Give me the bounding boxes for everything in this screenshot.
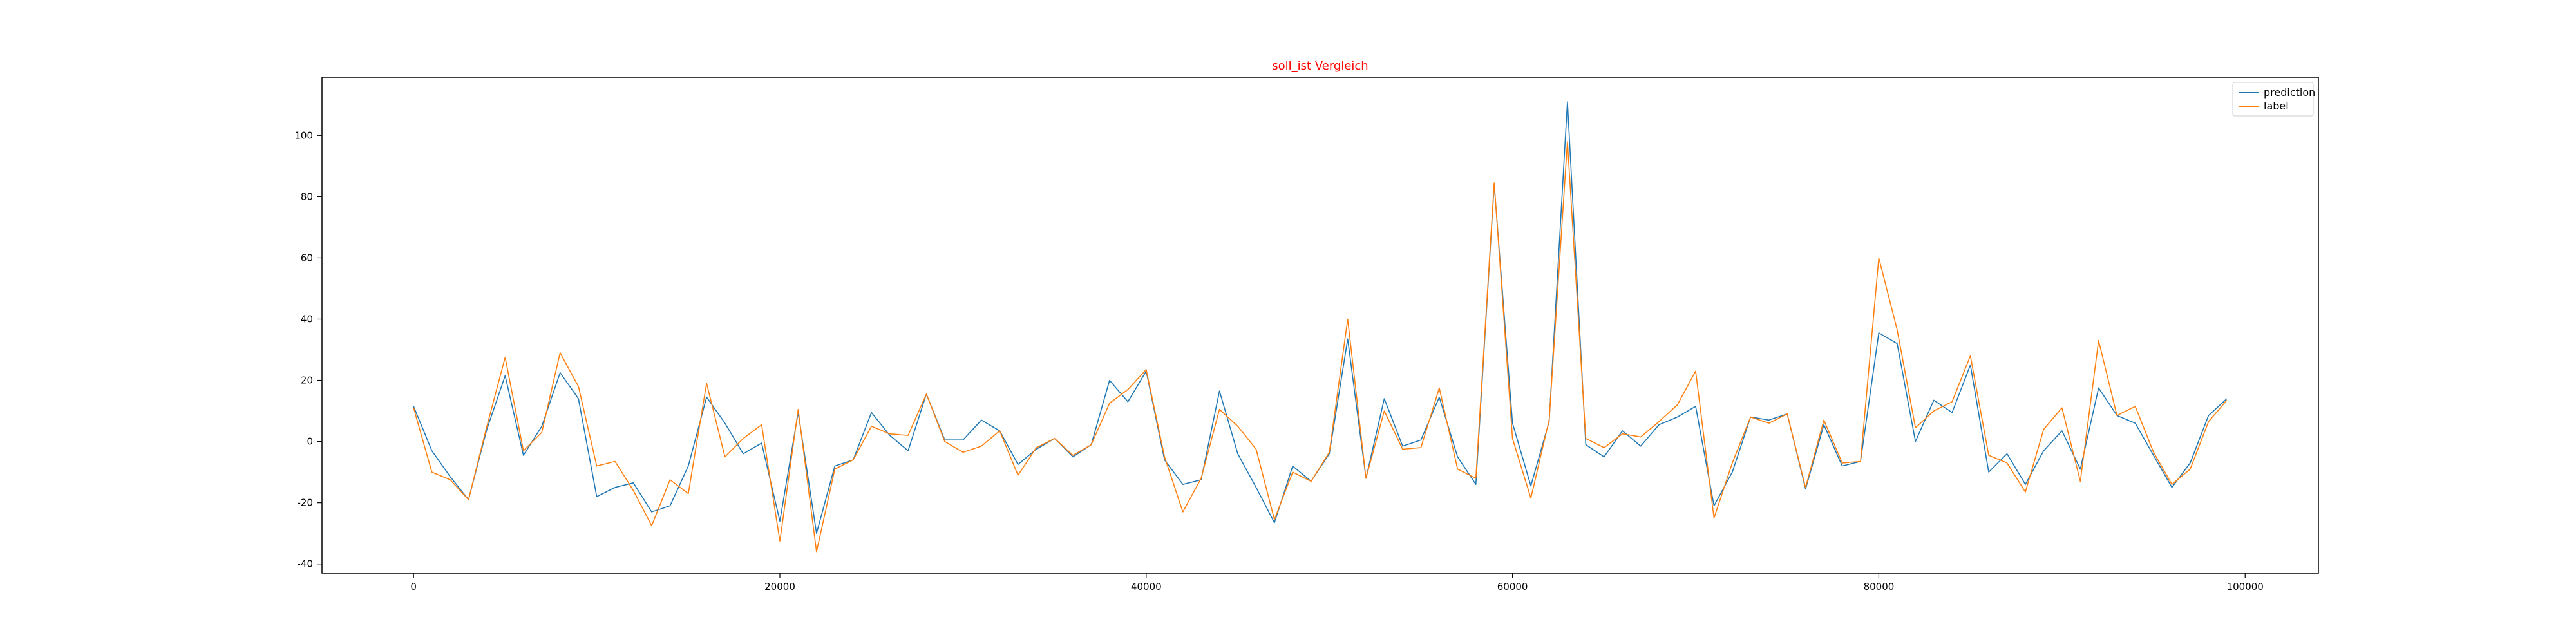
x-tick-label: 40000: [1131, 581, 1162, 592]
series-line-label: [413, 141, 2228, 553]
x-tick-label: 60000: [1497, 581, 1528, 592]
y-tick-label: 60: [301, 252, 313, 263]
plot-frame: [321, 77, 2319, 574]
y-tick-label: 100: [294, 129, 313, 141]
plot-layer: [321, 77, 2319, 574]
y-tick-label: -20: [298, 497, 314, 509]
legend-label-label: label: [2264, 100, 2289, 112]
y-tick-label: -40: [298, 558, 314, 570]
legend-box: [2232, 82, 2314, 117]
legend-label-prediction: prediction: [2264, 86, 2315, 99]
ticks-layer: 0 20000 40000 60000 80000 100000 -40 -20 0 20 40 60…: [294, 129, 2264, 592]
x-tick-label: 20000: [764, 581, 795, 592]
y-tick-label: 20: [301, 375, 313, 386]
x-tick-label: 0: [410, 581, 417, 592]
chart-title: soll_ist Vergleich: [1272, 59, 1368, 73]
series-layer: [413, 101, 2228, 553]
y-tick-label: 80: [301, 191, 313, 202]
x-tick-label: 80000: [1864, 581, 1895, 592]
y-tick-label: 0: [307, 436, 313, 448]
x-tick-label: 100000: [2227, 581, 2264, 592]
y-tick-label: 40: [301, 313, 313, 325]
